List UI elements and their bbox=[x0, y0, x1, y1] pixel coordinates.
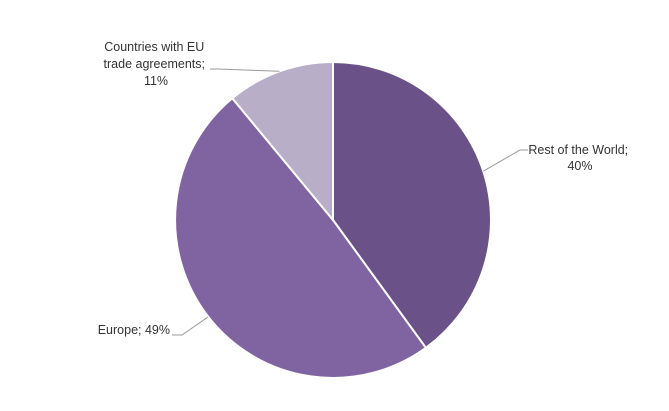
leader-line-rest-of-the-world bbox=[483, 149, 528, 172]
leader-line-europe bbox=[172, 316, 209, 336]
label-rest-of-world-line-2: 40% bbox=[567, 159, 592, 173]
leader-lines bbox=[172, 68, 528, 336]
label-europe: Europe; 49% bbox=[98, 323, 170, 337]
label-europe-line-1: Europe; 49% bbox=[98, 323, 170, 337]
pie-slice-countries-with-eu-trade-agreements bbox=[230, 60, 334, 223]
label-rest-of-world-line-1: Rest of the World; bbox=[528, 143, 628, 157]
label-eu-trade-agreements-line-1: Countries with EU bbox=[104, 40, 204, 54]
label-eu-trade-agreements: Countries with EU trade agreements; 11% bbox=[104, 40, 209, 88]
label-eu-trade-agreements-line-2: trade agreements; bbox=[104, 57, 205, 71]
pie-slice-rest-of-the-world bbox=[332, 60, 492, 350]
label-eu-trade-agreements-line-3: 11% bbox=[144, 74, 168, 88]
pie-slice-europe bbox=[174, 96, 428, 379]
pie-slices bbox=[174, 60, 492, 379]
label-rest-of-world: Rest of the World; 40% bbox=[528, 143, 631, 173]
leader-line-countries-with-eu-trade-agreements bbox=[210, 68, 280, 72]
